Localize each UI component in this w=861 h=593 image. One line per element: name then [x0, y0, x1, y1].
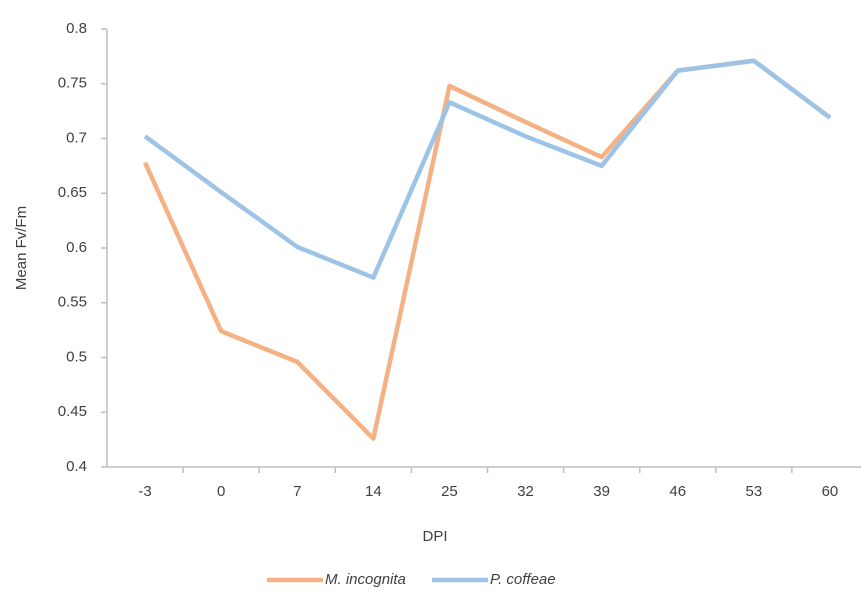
- y-tick-label: 0.4: [66, 458, 87, 475]
- y-tick-label: 0.8: [66, 20, 87, 37]
- x-tick-label: 0: [217, 483, 225, 500]
- x-tick-label: 46: [669, 483, 686, 500]
- x-axis-label: DPI: [422, 528, 447, 545]
- series-line: [143, 58, 832, 280]
- x-tick-label: 14: [365, 483, 382, 500]
- y-tick-label: 0.7: [66, 129, 87, 146]
- y-tick-label: 0.55: [58, 294, 87, 311]
- legend-label: M. incognita: [325, 571, 406, 588]
- x-tick-label: 39: [593, 483, 610, 500]
- y-tick-label: 0.45: [58, 403, 87, 420]
- x-tick-label: 25: [441, 483, 458, 500]
- y-tick-label: 0.65: [58, 184, 87, 201]
- y-tick-label: 0.5: [66, 348, 87, 365]
- y-tick-label: 0.6: [66, 239, 87, 256]
- x-tick-label: 53: [746, 483, 763, 500]
- x-tick-label: 32: [517, 483, 534, 500]
- legend-label: P. coffeae: [490, 571, 556, 588]
- x-tick-label: 7: [293, 483, 301, 500]
- y-axis-label: Mean Fv/Fm: [13, 206, 30, 290]
- x-tick-label: -3: [138, 483, 151, 500]
- x-tick-label: 60: [822, 483, 839, 500]
- y-tick-label: 0.75: [58, 75, 87, 92]
